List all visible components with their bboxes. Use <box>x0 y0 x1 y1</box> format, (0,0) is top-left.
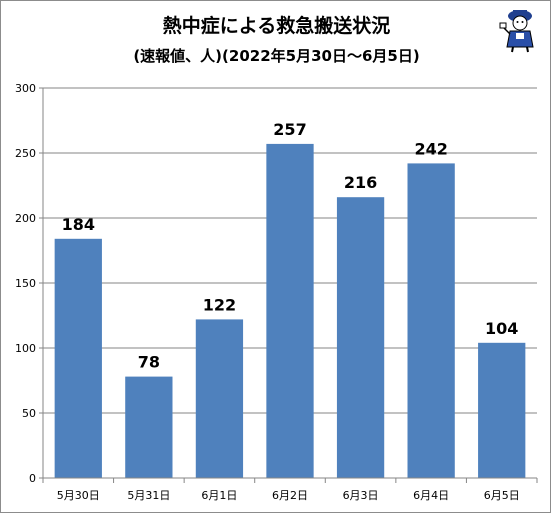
data-label: 216 <box>344 173 377 192</box>
mascot-figure-icon <box>499 10 534 53</box>
y-tick-label: 300 <box>15 82 36 95</box>
x-tick-label: 6月1日 <box>201 489 237 502</box>
y-tick-label: 100 <box>15 342 36 355</box>
bar <box>125 376 173 478</box>
bar <box>195 319 244 478</box>
bar <box>54 238 102 478</box>
chart-subtitle: (速報値、人)(2022年5月30日～6月5日) <box>133 47 420 65</box>
y-tick-label: 0 <box>29 472 36 485</box>
x-tick-label: 5月30日 <box>57 489 100 502</box>
x-tick-label: 5月31日 <box>127 489 170 502</box>
bars <box>54 143 526 478</box>
labels: 0 50 100 150 200 250 300 184 5月30日 78 5月31日 122 6月1日… <box>15 82 520 502</box>
bar <box>336 197 385 478</box>
bar <box>478 342 526 478</box>
y-tick-label: 200 <box>15 212 36 225</box>
x-tick-label: 6月3日 <box>343 489 379 502</box>
data-label: 122 <box>203 295 236 314</box>
bar <box>266 143 314 478</box>
y-tick-label: 50 <box>22 407 36 420</box>
data-label: 257 <box>273 120 306 139</box>
y-tick-label: 150 <box>15 277 36 290</box>
data-label: 184 <box>62 215 95 234</box>
data-label: 78 <box>138 353 160 372</box>
axes <box>39 87 538 483</box>
x-tick-label: 6月2日 <box>272 489 308 502</box>
bar <box>407 163 455 478</box>
data-label: 242 <box>414 139 447 158</box>
y-tick-label: 250 <box>15 147 36 160</box>
x-tick-label: 6月5日 <box>484 489 520 502</box>
chart-title: 熱中症による救急搬送状況 <box>162 15 391 37</box>
x-tick-label: 6月4日 <box>413 489 449 502</box>
data-label: 104 <box>485 319 518 338</box>
